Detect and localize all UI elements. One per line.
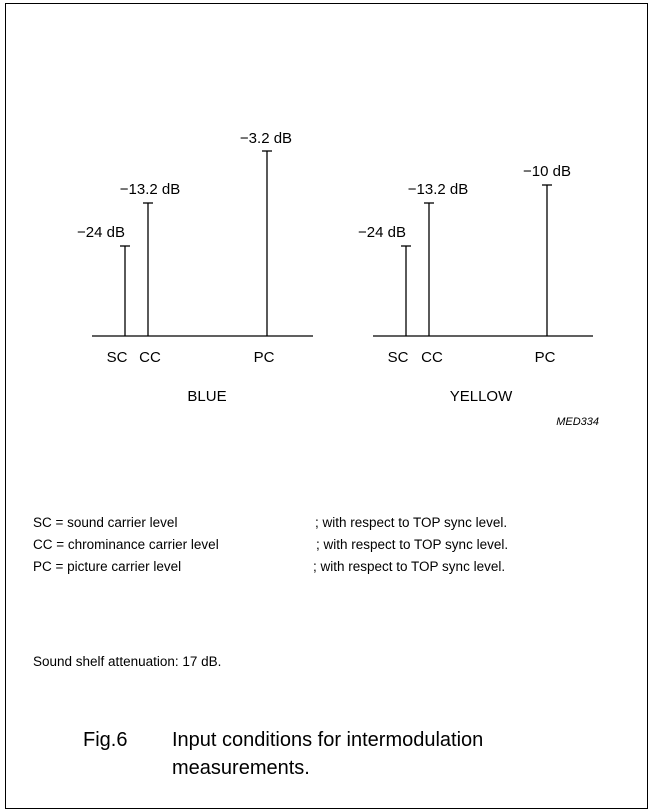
legend-ref-cc: ; with respect to TOP sync level. (316, 537, 509, 552)
level-label-sc-blue: −24 dB (77, 224, 125, 241)
figure-frame (5, 3, 648, 809)
panel-blue: −24 dB SC −13.2 dB CC −3.2 dB PC BLUE (77, 130, 313, 405)
level-label-sc-yellow: −24 dB (358, 224, 406, 241)
axis-label-sc-yellow: SC (388, 349, 409, 366)
legend-ref-pc: ; with respect to TOP sync level. (313, 559, 506, 574)
legend-abbr-pc: PC = picture carrier level (33, 559, 182, 574)
level-label-pc-yellow: −10 dB (523, 163, 571, 180)
axis-label-sc-blue: SC (107, 349, 128, 366)
legend-ref-sc: ; with respect to TOP sync level. (315, 515, 508, 530)
level-label-pc-blue: −3.2 dB (240, 130, 292, 147)
carrier-sc-blue: −24 dB SC (77, 224, 130, 366)
legend-abbr-sc: SC = sound carrier level (33, 515, 178, 530)
carrier-pc-yellow: −10 dB PC (523, 163, 571, 366)
carrier-pc-blue: −3.2 dB PC (240, 130, 292, 366)
drawing-code: MED334 (556, 416, 599, 428)
legend-row-cc: CC = chrominance carrier level ; with re… (33, 534, 633, 556)
axis-label-pc-yellow: PC (535, 349, 556, 366)
axis-label-pc-blue: PC (254, 349, 275, 366)
carrier-cc-yellow: −13.2 dB CC (408, 181, 468, 366)
figure-caption-text: Input conditions for intermodulation mea… (172, 729, 484, 779)
figure-number: Fig.6 (83, 729, 128, 751)
carrier-level-diagram: −24 dB SC −13.2 dB CC −3.2 dB PC BLUE −2… (77, 130, 599, 428)
legend: SC = sound carrier level ; with respect … (33, 512, 633, 578)
axis-label-cc-blue: CC (139, 349, 161, 366)
panel-title-yellow: YELLOW (450, 388, 513, 405)
level-label-cc-yellow: −13.2 dB (408, 181, 468, 198)
carrier-sc-yellow: −24 dB SC (358, 224, 411, 366)
level-label-cc-blue: −13.2 dB (120, 181, 180, 198)
attenuation-note: Sound shelf attenuation: 17 dB. (33, 654, 222, 669)
legend-abbr-cc: CC = chrominance carrier level (33, 537, 219, 552)
legend-row-pc: PC = picture carrier level ; with respec… (33, 556, 633, 578)
panel-title-blue: BLUE (187, 388, 226, 405)
carrier-cc-blue: −13.2 dB CC (120, 181, 180, 366)
axis-label-cc-yellow: CC (421, 349, 443, 366)
legend-row-sc: SC = sound carrier level ; with respect … (33, 512, 633, 534)
panel-yellow: −24 dB SC −13.2 dB CC −10 dB PC YELLOW (358, 163, 593, 405)
